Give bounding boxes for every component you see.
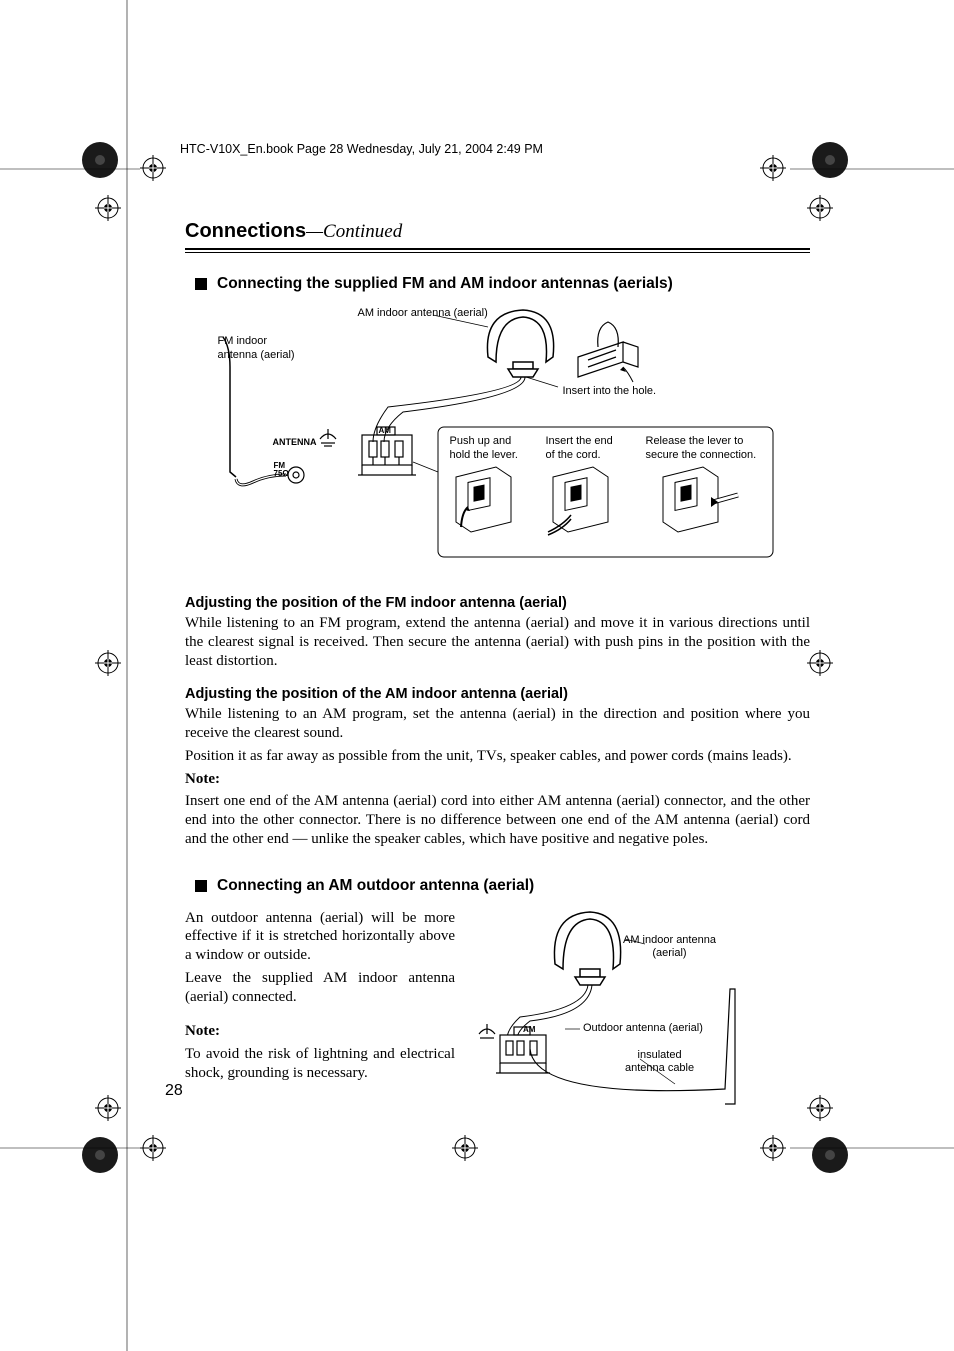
- registration-mark: [95, 1095, 121, 1121]
- step3-label: Release the lever to secure the connecti…: [646, 435, 757, 463]
- am-adjust-body2: Position it as far away as possible from…: [185, 747, 810, 766]
- step1-l2: hold the lever.: [450, 449, 519, 461]
- note-label-2: Note:: [185, 1022, 455, 1041]
- step2-l1: Insert the end: [546, 435, 613, 447]
- insert-hole-label: Insert into the hole.: [563, 385, 657, 399]
- am-adjust-heading: Adjusting the position of the AM indoor …: [185, 686, 810, 702]
- step2-label: Insert the end of the cord.: [546, 435, 613, 463]
- fm-caption: FM 75Ω: [274, 462, 289, 478]
- section2-row: An outdoor antenna (aerial) will be more…: [185, 909, 810, 1109]
- step2-l2: of the cord.: [546, 449, 601, 461]
- outdoor-antenna-diagram: AM indoor antenna (aerial) AM Outdoor an…: [475, 909, 810, 1109]
- registration-mark: [95, 650, 121, 676]
- antenna-caption: ANTENNA: [273, 437, 317, 448]
- step3-l2: secure the connection.: [646, 449, 757, 461]
- d2-am-caption: AM: [523, 1025, 535, 1035]
- d2-am-indoor-l2: (aerial): [652, 947, 686, 959]
- fm-adjust-body: While listening to an FM program, extend…: [185, 614, 810, 670]
- section-heading-2-text: Connecting an AM outdoor antenna (aerial…: [217, 877, 534, 895]
- corner-ornament-tl: [80, 140, 120, 180]
- title-rule: [185, 248, 810, 253]
- d2-am-indoor-label: AM indoor antenna (aerial): [623, 934, 716, 962]
- crop-line: [790, 1147, 954, 1149]
- d2-outdoor-label: Outdoor antenna (aerial): [583, 1022, 703, 1036]
- note-label-1: Note:: [185, 770, 810, 789]
- am-indoor-label: AM indoor antenna (aerial): [358, 307, 488, 321]
- page-title-continued: Continued: [323, 221, 402, 242]
- crop-line: [0, 1147, 140, 1149]
- page-title-sep: —: [306, 221, 323, 242]
- corner-ornament-bl: [80, 1135, 120, 1175]
- bullet-icon: [195, 880, 207, 892]
- am-adjust-body1: While listening to an AM program, set th…: [185, 705, 810, 743]
- step1-l1: Push up and: [450, 435, 512, 447]
- section-heading-1-text: Connecting the supplied FM and AM indoor…: [217, 275, 673, 293]
- crop-line: [0, 168, 140, 170]
- corner-ornament-br: [810, 1135, 850, 1175]
- section2-text-col: An outdoor antenna (aerial) will be more…: [185, 909, 455, 1109]
- d2-cable-l1: insulated: [638, 1049, 682, 1061]
- page-content: HTC-V10X_En.book Page 28 Wednesday, July…: [140, 142, 820, 1109]
- step1-label: Push up and hold the lever.: [450, 435, 519, 463]
- step3-l1: Release the lever to: [646, 435, 744, 447]
- bullet-icon: [195, 278, 207, 290]
- registration-mark: [140, 1135, 166, 1161]
- section2-body1: An outdoor antenna (aerial) will be more…: [185, 909, 455, 965]
- book-file-header: HTC-V10X_En.book Page 28 Wednesday, July…: [180, 142, 820, 156]
- fm-indoor-label-l2: antenna (aerial): [218, 349, 295, 361]
- d2-am-indoor-l1: AM indoor antenna: [623, 934, 716, 946]
- page-number: 28: [165, 1082, 183, 1100]
- d2-cable-l2: antenna cable: [625, 1062, 694, 1074]
- d2-cable-label: insulated antenna cable: [625, 1049, 694, 1077]
- section-heading-2: Connecting an AM outdoor antenna (aerial…: [195, 877, 810, 895]
- antenna-diagram-1: AM indoor antenna (aerial) FM indoor ant…: [218, 307, 778, 567]
- am-caption: AM: [379, 426, 391, 436]
- am-adjust-note: Insert one end of the AM antenna (aerial…: [185, 792, 810, 848]
- registration-mark: [95, 195, 121, 221]
- section2-body2: Leave the supplied AM indoor antenna (ae…: [185, 969, 455, 1007]
- fm-caption-l2: 75Ω: [274, 469, 289, 478]
- section2-note: To avoid the risk of lightning and elect…: [185, 1045, 455, 1083]
- fm-indoor-label: FM indoor antenna (aerial): [218, 335, 295, 363]
- page-title-row: Connections—Continued: [185, 220, 810, 243]
- registration-mark: [452, 1135, 478, 1161]
- fm-indoor-label-l1: FM indoor: [218, 335, 268, 347]
- page-title-main: Connections: [185, 220, 306, 242]
- section-heading-1: Connecting the supplied FM and AM indoor…: [195, 275, 810, 293]
- registration-mark: [760, 1135, 786, 1161]
- fm-adjust-heading: Adjusting the position of the FM indoor …: [185, 595, 810, 611]
